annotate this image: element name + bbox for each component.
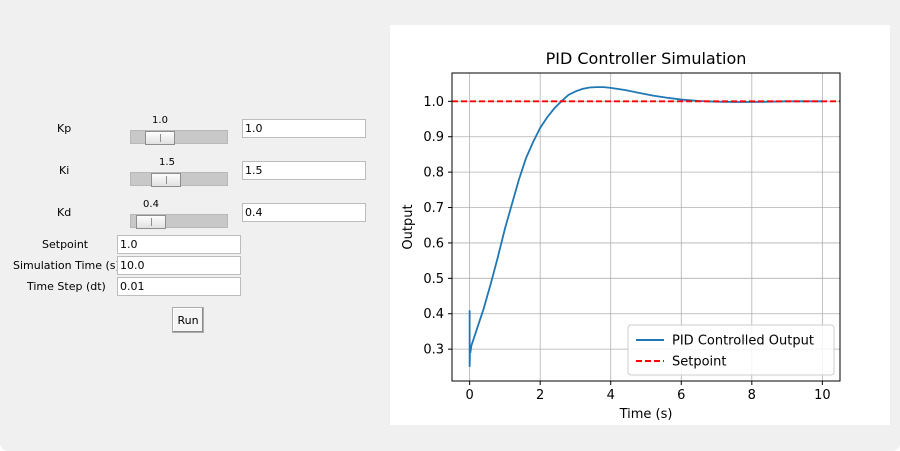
ki-slider[interactable] <box>130 172 228 187</box>
chart-title: PID Controller Simulation <box>546 49 747 68</box>
y-axis-label: Output <box>401 204 416 249</box>
run-button[interactable]: Run <box>172 307 204 333</box>
ki-slider-value: 1.5 <box>159 157 175 168</box>
legend-label-output: PID Controlled Output <box>672 334 814 349</box>
sim-time-label: Simulation Time (s) <box>13 259 120 272</box>
x-tick-label: 0 <box>465 388 473 403</box>
kp-slider-value: 1.0 <box>152 115 168 126</box>
axes-frame <box>451 72 841 382</box>
setpoint-label: Setpoint <box>42 238 89 251</box>
y-tick-label: 0.6 <box>423 236 444 251</box>
kd-slider[interactable] <box>130 214 228 229</box>
x-tick-label: 2 <box>536 388 544 403</box>
y-tick-label: 0.9 <box>423 130 444 145</box>
y-tick-label: 0.5 <box>423 272 444 287</box>
x-tick-label: 6 <box>677 388 685 403</box>
kd-slider-value: 0.4 <box>143 199 159 210</box>
plot-panel: 0 2 4 6 8 10 0.3 0.4 0.5 0.6 0.7 0.8 0.9 1.0 PID Cont… <box>390 25 890 425</box>
kp-entry[interactable] <box>242 119 366 138</box>
kd-slider-thumb[interactable] <box>136 215 166 229</box>
legend-label-setpoint: Setpoint <box>672 355 727 370</box>
x-axis-label: Time (s) <box>619 407 673 422</box>
ki-slider-thumb[interactable] <box>151 173 181 187</box>
setpoint-entry[interactable] <box>117 235 241 254</box>
legend: PID Controlled Output Setpoint <box>627 324 835 376</box>
kp-slider[interactable] <box>130 130 228 145</box>
sim-time-entry[interactable] <box>117 256 241 275</box>
legend-box <box>627 324 835 376</box>
ki-label: Ki <box>59 164 70 177</box>
kd-entry[interactable] <box>242 203 366 222</box>
x-tick-label: 4 <box>607 388 615 403</box>
ki-entry[interactable] <box>242 161 366 180</box>
y-tick-label: 0.8 <box>423 166 444 181</box>
kp-slider-thumb[interactable] <box>145 131 175 145</box>
kp-label: Kp <box>57 122 72 135</box>
y-tick-label: 1.0 <box>423 95 444 110</box>
y-tick-label: 0.4 <box>423 307 444 322</box>
y-tick-label: 0.7 <box>423 201 444 216</box>
y-tick-label: 0.3 <box>423 343 444 358</box>
time-step-label: Time Step (dt) <box>27 280 106 293</box>
pid-chart: 0 2 4 6 8 10 0.3 0.4 0.5 0.6 0.7 0.8 0.9 1.0 PID Cont… <box>401 49 841 422</box>
x-tick-label: 8 <box>748 388 756 403</box>
kd-label: Kd <box>57 206 72 219</box>
x-tick-label: 10 <box>814 388 831 403</box>
time-step-entry[interactable] <box>117 277 241 296</box>
